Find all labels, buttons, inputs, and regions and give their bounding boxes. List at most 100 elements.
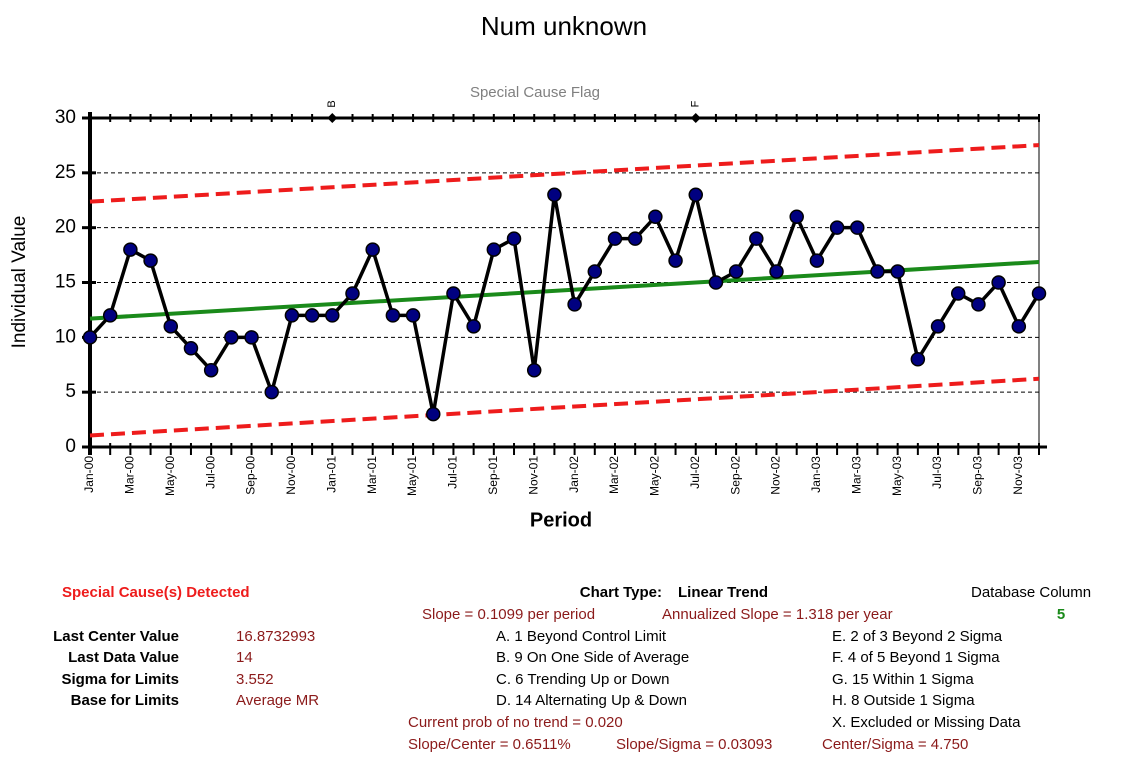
x-tick-label: May-03 (890, 456, 904, 496)
data-point (971, 297, 986, 312)
database-column-label: Database Column (971, 584, 1091, 601)
rule: H. 8 Outside 1 Sigma (832, 692, 975, 709)
data-point (910, 352, 926, 367)
data-point (82, 330, 98, 345)
data-point (870, 264, 885, 279)
x-tick-label: Sep-01 (486, 456, 500, 495)
data-point (627, 231, 643, 246)
stat-value: 16.8732993 (236, 628, 315, 645)
data-point (526, 362, 542, 378)
upper-limit (89, 143, 1040, 204)
x-tick-label: Jan-03 (809, 456, 823, 493)
y-axis-label: Individual Value (9, 216, 30, 349)
data-point (385, 308, 401, 323)
data-point (1011, 319, 1027, 334)
data-point (224, 330, 239, 345)
data-point (244, 330, 259, 345)
database-column: 5 (1057, 606, 1065, 623)
data-point (284, 308, 300, 323)
x-axis-label: Period (530, 509, 592, 531)
rule: B. 9 On One Side of Average (496, 649, 689, 666)
rule: X. Excluded or Missing Data (832, 714, 1021, 731)
data-point (829, 220, 845, 235)
x-tick-label: Jan-01 (324, 456, 338, 493)
data-point (648, 209, 663, 224)
data-point (345, 286, 360, 301)
stat-label: Sigma for Limits (61, 671, 179, 688)
data-point (991, 275, 1006, 290)
x-tick-label: Nov-03 (1011, 456, 1025, 495)
data-point (809, 253, 825, 268)
data-point (446, 286, 461, 301)
stat-value: Average MR (236, 692, 319, 709)
data-point (587, 264, 603, 279)
data-point (789, 209, 804, 224)
data-point (547, 187, 562, 203)
data-point (405, 308, 421, 323)
detected: Special Cause(s) Detected (62, 584, 250, 601)
x-tick-label: May-02 (648, 456, 662, 496)
rule: G. 15 Within 1 Sigma (832, 671, 974, 688)
slope: Slope = 0.1099 per period (422, 606, 595, 623)
data-point (325, 308, 340, 323)
x-tick-label: Nov-01 (526, 456, 540, 495)
x-tick-label: Sep-00 (244, 456, 258, 495)
x-tick-label: Jul-01 (446, 456, 460, 489)
data-point (304, 308, 320, 323)
x-tick-label: Nov-02 (769, 456, 783, 495)
data-point (102, 308, 118, 323)
slope-sigma: Slope/Sigma = 0.03093 (616, 736, 772, 753)
flag-label: F (690, 100, 702, 107)
x-tick-label: Mar-02 (607, 456, 621, 494)
data-point (143, 253, 158, 268)
stat-value: 14 (236, 649, 253, 666)
data-point (123, 242, 138, 257)
flag-marker (327, 113, 338, 123)
x-tick-label: Jan-02 (567, 456, 581, 493)
x-tick-label: Sep-02 (728, 456, 742, 495)
subtitle: Special Cause Flag (470, 84, 600, 101)
flag-label: B (326, 100, 338, 107)
annualized-slope: Annualized Slope = 1.318 per year (662, 606, 893, 623)
x-tick-label: Mar-01 (365, 456, 379, 494)
flag-marker (690, 113, 701, 123)
x-tick-label: Sep-03 (971, 456, 985, 495)
data-point (708, 275, 724, 290)
y-tick-label: 0 (65, 436, 76, 457)
stat-label: Last Center Value (53, 628, 179, 645)
y-tick-label: 30 (55, 107, 76, 128)
y-tick-label: 25 (55, 162, 76, 183)
data-point (850, 220, 865, 235)
rule: D. 14 Alternating Up & Down (496, 692, 687, 709)
chart-type-label: Chart Type: (580, 584, 662, 601)
data-point (950, 286, 966, 301)
data-point (466, 319, 481, 334)
chart-title: Num unknown (481, 11, 647, 41)
center-sigma: Center/Sigma = 4.750 (822, 736, 968, 753)
data-point (749, 231, 764, 246)
x-tick-label: Mar-03 (849, 456, 863, 494)
data-point (264, 384, 279, 400)
stat-value: 3.552 (236, 671, 274, 688)
rule: F. 4 of 5 Beyond 1 Sigma (832, 649, 1000, 666)
rule: A. 1 Beyond Control Limit (496, 628, 667, 645)
lower-limit (89, 376, 1040, 438)
rule: E. 2 of 3 Beyond 2 Sigma (832, 628, 1003, 645)
data-point (930, 319, 946, 334)
x-tick-label: May-01 (405, 456, 419, 496)
data-point (203, 362, 219, 378)
rule: C. 6 Trending Up or Down (496, 671, 669, 688)
data-point (607, 231, 623, 246)
stat-label: Base for Limits (71, 692, 179, 709)
x-tick-label: Nov-00 (284, 456, 298, 495)
data-point (365, 242, 380, 257)
x-tick-label: Jan-00 (82, 456, 96, 493)
data-point (426, 406, 441, 422)
data-point (890, 264, 905, 279)
data-point (728, 264, 744, 279)
data-point (769, 264, 784, 279)
data-point (163, 319, 179, 334)
prob: Current prob of no trend = 0.020 (408, 714, 623, 731)
x-tick-label: Mar-00 (123, 456, 137, 494)
x-tick-label: Jul-00 (203, 456, 217, 489)
